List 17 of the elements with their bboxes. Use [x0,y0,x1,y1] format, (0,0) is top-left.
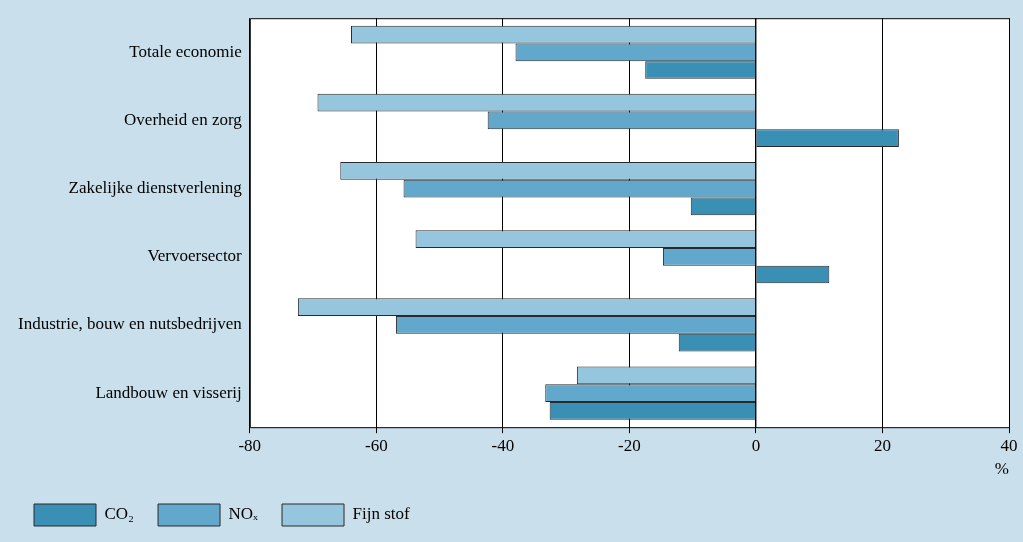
x-tick-label: 40 [1000,435,1018,455]
x-tick-label: -20 [618,435,641,455]
y-tick-label: Overheid en zorg [124,109,243,129]
x-tick-label: 0 [751,435,761,455]
x-tick-label: 20 [873,435,891,455]
x-tick-label: -40 [491,435,515,455]
legend-label: CO₂ [104,504,135,524]
y-tick-label: Industrie, bouw en nutsbedrijven [17,314,243,334]
y-tick-label: Landbouw en visserij [95,382,242,402]
x-tick-label: -80 [238,435,262,455]
legend-label: Fijn stof [352,504,411,524]
y-tick-label: Vervoersector [147,246,243,266]
y-tick-label: Zakelijke dienstverlening [68,178,243,198]
x-axis-title: % [994,459,1009,479]
legend-label: NOₓ [228,504,259,524]
y-tick-label: Totale economie [129,41,242,61]
x-tick-label: -60 [364,435,388,455]
